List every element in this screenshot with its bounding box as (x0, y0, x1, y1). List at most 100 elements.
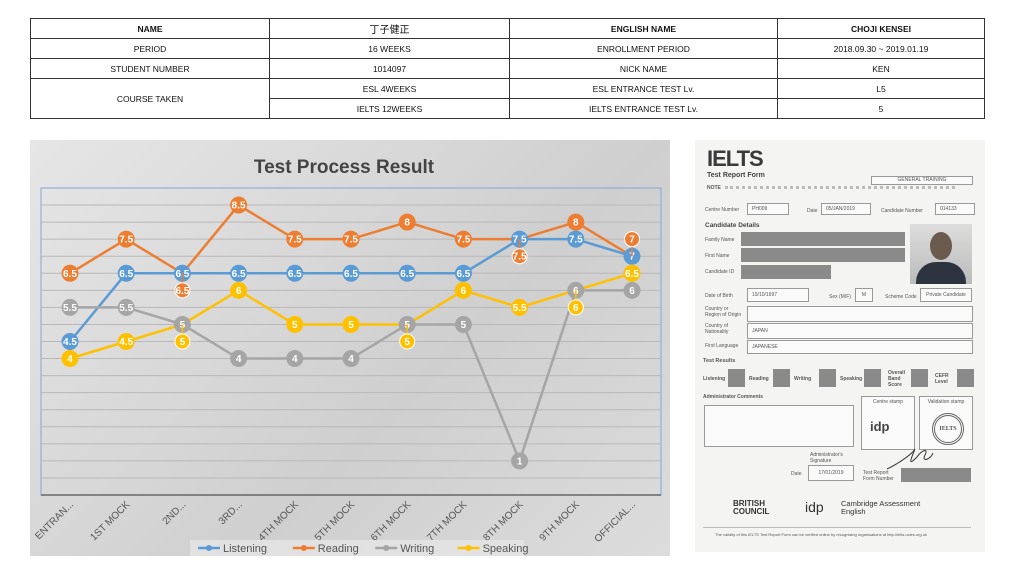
legend-marker (206, 545, 212, 551)
footer-divider (703, 527, 971, 528)
british-council-logo: BRITISH COUNCIL (733, 499, 770, 516)
data-point-writing (286, 350, 304, 368)
legend-label-writing: Writing (400, 543, 434, 555)
data-point-listening (623, 247, 641, 265)
speaking-label: Speaking (840, 376, 863, 382)
data-point-reading (230, 196, 248, 214)
student-number-value: 1014097 (269, 58, 510, 79)
nationality-label: Country of Nationality (705, 323, 729, 335)
country-origin-field (747, 306, 973, 322)
data-point-speaking (567, 299, 584, 316)
ielts-seal: IELTS (932, 413, 964, 445)
candidate-photo (910, 224, 972, 284)
data-point-speaking (454, 281, 472, 299)
dob-label: Date of Birth (705, 293, 733, 299)
data-label: 5.5 (119, 303, 133, 314)
legend-label-listening: Listening (223, 543, 267, 555)
legend-label-speaking: Speaking (483, 543, 529, 555)
x-tick-label: 4TH MOCK (257, 499, 302, 544)
nationality: JAPAN (747, 323, 973, 339)
data-label: 5 (292, 320, 298, 331)
data-label: 6 (236, 286, 242, 297)
data-point-listening (230, 264, 248, 282)
name-label: NAME (30, 18, 270, 39)
data-label: 7.5 (344, 235, 358, 246)
x-tick-label: 7TH MOCK (425, 499, 470, 544)
data-label: 5 (348, 320, 354, 331)
data-label: 1 (517, 456, 523, 467)
date-label: Date (807, 208, 818, 214)
data-label: 6 (629, 286, 635, 297)
data-label: 4 (348, 354, 354, 365)
chart-title: Test Process Result (254, 157, 435, 178)
data-label: 5 (404, 337, 410, 348)
cefr-label: CEFR Level (935, 373, 949, 385)
data-label: 8 (404, 218, 410, 229)
scheme-label: Scheme Code (885, 294, 917, 300)
data-point-speaking (61, 350, 79, 368)
data-label: 7.5 (119, 235, 133, 246)
period-value: 16 WEEKS (269, 38, 510, 59)
data-label: 4 (292, 354, 298, 365)
reading-score-redacted (773, 369, 790, 387)
data-label: 4 (236, 354, 242, 365)
data-point-listening (342, 264, 360, 282)
data-point-writing (230, 350, 248, 368)
language-label: First Language (705, 343, 739, 349)
chart-svg: Test Process Result 4.5 6.5 6.5 6.5 6.5 6.5 6.… (33, 157, 662, 556)
reading-label: Reading (749, 376, 769, 382)
validation-stamp-box: Validation stamp IELTS (919, 396, 973, 450)
student-number-label: STUDENT NUMBER (30, 58, 270, 79)
x-tick-label: 1ST MOCK (89, 499, 133, 543)
cefr-redacted (957, 369, 974, 387)
data-label: 6 (573, 303, 579, 314)
candidate-details-heading: Candidate Details (705, 222, 760, 229)
data-label: 7.5 (288, 235, 302, 246)
date: 05/JAN/2019 (821, 203, 871, 215)
writing-label: Writing (794, 376, 812, 382)
legend-marker (465, 545, 472, 551)
data-point-writing (454, 315, 472, 333)
candidate-id-redacted (741, 265, 831, 279)
x-tick-label: 6TH MOCK (369, 499, 414, 544)
language: JAPANESE (747, 340, 973, 354)
date2-label: Date (791, 471, 802, 477)
data-label: 7.5 (456, 235, 470, 246)
family-name-redacted (741, 232, 905, 246)
x-tick-label: 8TH MOCK (481, 499, 526, 544)
data-point-speaking (230, 281, 248, 299)
idp-stamp: idp (870, 419, 890, 434)
sex: M (855, 288, 873, 302)
admin-signature-label: Administrator's Signature (810, 452, 843, 464)
data-label: 4.5 (119, 337, 133, 348)
centre-stamp-box: Centre stamp idp (861, 396, 915, 450)
x-tick-label: 3RD... (217, 499, 245, 527)
writing-score-redacted (819, 369, 836, 387)
data-point-listening (398, 264, 416, 282)
candidate-number: 014133 (935, 203, 975, 215)
admin-comments-label: Administrator Comments (703, 394, 764, 400)
legend-marker (383, 545, 390, 551)
data-point-speaking (399, 333, 416, 350)
period-label: PERIOD (30, 38, 270, 59)
data-point-reading (174, 282, 191, 299)
x-tick-label: 2ND... (161, 499, 189, 527)
legend-box (190, 540, 524, 556)
sex-label: Sex (M/F) (829, 294, 851, 300)
data-point-writing (623, 281, 641, 299)
form-title: Test Report Form (707, 172, 765, 179)
course-2-test-value: 5 (777, 98, 985, 119)
first-name-redacted (741, 248, 905, 262)
data-label: 7.5 (513, 252, 527, 263)
speaking-score-redacted (864, 369, 881, 387)
admin-comments-box (704, 405, 854, 447)
data-point-writing (61, 298, 79, 316)
data-point-reading (61, 264, 79, 282)
family-name-label: Family Name (705, 237, 735, 243)
data-point-writing (342, 350, 360, 368)
data-point-writing (511, 452, 529, 470)
data-point-writing (567, 281, 585, 299)
country-origin-label: Country or Region of Origin (705, 306, 742, 318)
note-label: NOTE (707, 185, 721, 191)
data-label: 6.5 (344, 269, 358, 280)
